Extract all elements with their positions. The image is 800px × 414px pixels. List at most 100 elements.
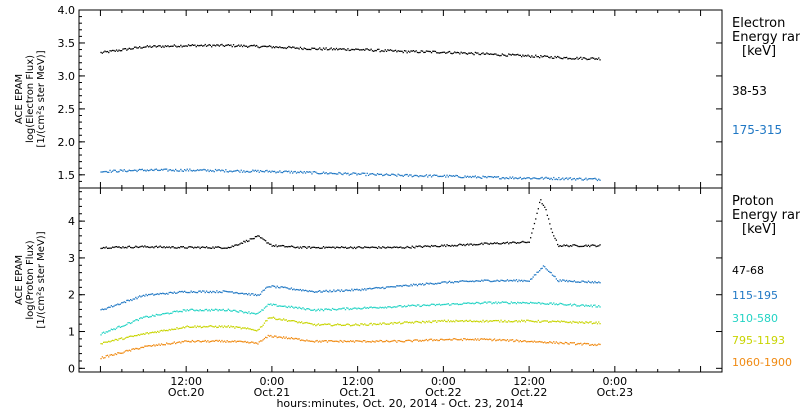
proton-data-point [523,340,525,342]
electron-data-point [487,53,489,55]
electron-data-point [232,170,235,172]
proton-data-point [405,321,407,323]
proton-data-point [195,247,197,249]
proton-data-point [329,289,331,292]
electron-data-point [508,53,510,55]
proton-data-point [137,319,139,322]
electron-data-point [437,175,439,178]
proton-data-point [346,341,348,343]
proton-data-point [531,302,533,304]
proton-data-point [121,352,123,354]
proton-data-point [464,302,466,304]
electron-data-point [361,49,363,51]
proton-data-point [539,270,541,272]
proton-data-point [115,327,118,329]
proton-data-point [493,242,496,244]
proton-data-point [122,301,124,304]
proton-data-point [141,317,143,319]
proton-data-point [250,293,253,295]
proton-data-point [382,286,384,288]
electron-data-point [409,51,411,53]
electron-data-point [478,53,480,56]
proton-data-point [590,282,592,284]
proton-data-point [222,290,224,292]
proton-data-point [207,291,209,293]
proton-data-point [575,304,577,306]
electron-data-point [407,175,410,177]
proton-data-point [450,339,452,341]
electron-data-point [477,52,479,54]
proton-data-point [459,243,461,245]
electron-data-point [499,55,501,57]
electron-data-point [294,170,296,173]
electron-data-point [285,47,287,50]
electron-data-point [263,45,266,47]
proton-data-point [199,341,201,343]
proton-data-point [207,326,209,328]
electron-data-point [132,48,134,50]
electron-data-point [297,47,299,49]
electron-data-point [262,45,264,47]
proton-data-point [123,325,125,327]
electron-data-point [294,47,296,49]
proton-data-point [239,292,241,295]
proton-data-point [477,301,479,304]
proton-data-point [537,271,539,273]
proton-data-point [123,247,125,249]
proton-data-point [239,340,241,342]
electron-data-point [172,169,174,171]
electron-data-point [539,178,541,180]
proton-data-point [527,340,529,343]
electron-data-point [217,44,219,46]
proton-data-point [194,325,196,327]
proton-data-point [380,307,383,309]
proton-data-point [225,326,227,328]
proton-data-point [369,323,371,325]
proton-data-point [598,321,600,323]
proton-data-point [564,280,566,282]
proton-data-point [142,333,145,335]
proton-data-point [546,320,548,322]
electron-data-point [562,58,564,60]
proton-data-point [531,278,533,280]
proton-data-point [553,302,555,304]
proton-data-point [513,279,515,281]
proton-data-point [493,302,496,304]
electron-data-point [214,45,217,47]
proton-data-point [567,245,569,247]
proton-data-point [448,338,451,340]
proton-data-point [208,309,210,311]
electron-data-point [139,168,141,171]
proton-data-point [375,246,377,249]
proton-data-point [365,324,367,326]
electron-data-point [200,44,202,46]
proton-data-point [358,324,361,327]
electron-data-point [375,50,377,52]
proton-data-point [451,339,453,341]
proton-data-point [293,338,295,340]
proton-data-point [451,244,453,246]
proton-data-point [266,286,268,288]
proton-data-point [289,306,291,309]
proton-data-point [238,311,240,313]
electron-data-point [325,47,327,49]
proton-data-point [451,281,453,283]
electron-data-point [382,174,384,177]
electron-data-point [160,46,163,48]
proton-data-point [549,321,551,323]
proton-data-point [340,246,343,248]
proton-data-point [292,306,294,308]
electron-data-point [497,54,500,56]
proton-data-point [415,339,417,341]
electron-data-point [533,177,536,179]
electron-data-point [394,49,397,51]
electron-data-point [191,170,193,172]
proton-data-point [157,330,159,333]
proton-ytick-label: 3 [68,252,75,265]
electron-data-point [285,170,287,172]
proton-data-point [208,341,210,343]
electron-data-point [364,172,366,174]
proton-data-point [374,246,376,249]
proton-data-point [409,321,411,323]
proton-data-point [472,302,474,304]
